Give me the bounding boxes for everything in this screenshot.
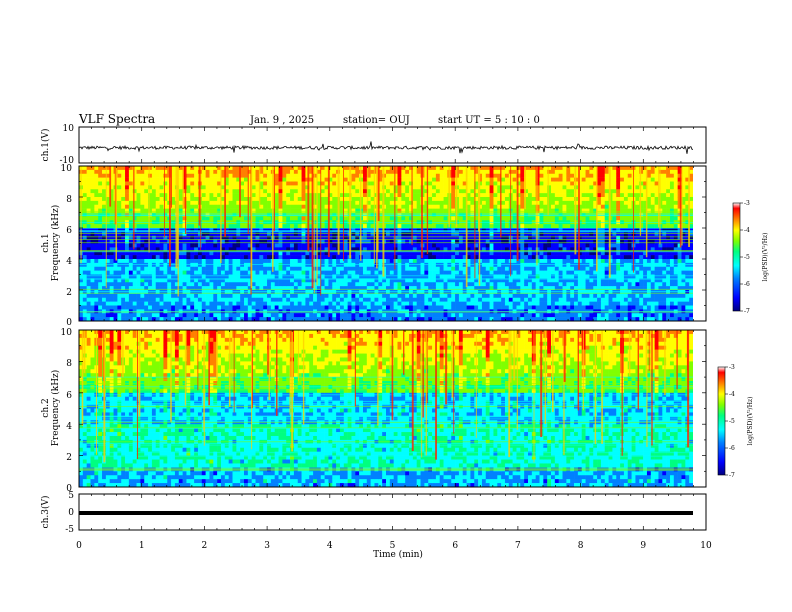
ch2-spectrogram-yticks: 10 8 6 4 2 0 xyxy=(61,328,73,494)
x-tick-label: 3 xyxy=(264,541,270,551)
ch1-waveform-frame xyxy=(78,126,707,164)
ch1-colorbar-label: log(PSD)(V²/Hz) xyxy=(762,233,769,282)
x-axis-label: Time (min) xyxy=(373,549,423,560)
x-tick-label: 2 xyxy=(202,541,208,551)
ch1-spectrogram-panel: 10 8 6 4 2 0 ch.1 Frequency (kHz) xyxy=(41,164,707,328)
ch1-colorbar-gradient xyxy=(732,202,741,312)
x-tick-label: 1 xyxy=(139,541,145,551)
ch2-freq-tick-10: 10 xyxy=(61,328,73,338)
ch2-ylabel-frequency: Frequency (kHz) xyxy=(50,370,61,447)
x-tick-label: 0 xyxy=(76,541,82,551)
ch1-freq-tick-2: 2 xyxy=(66,288,72,298)
colorbar-tick-label: -4 xyxy=(744,227,750,234)
ch1-waveform-panel: 10 -10 ch.1(V) xyxy=(40,124,707,166)
ch1-freq-tick-4: 4 xyxy=(66,257,72,267)
colorbar-tick-label: -7 xyxy=(744,308,750,315)
ch1-spectrogram-image xyxy=(79,166,693,321)
ch1-waveform-line xyxy=(78,141,693,154)
ch2-colorbar-label: log(PSD)(V²/Hz) xyxy=(747,397,754,446)
date-label: Jan. 9 , 2025 xyxy=(249,115,314,126)
ch1-spectrogram-yticks: 10 8 6 4 2 0 xyxy=(61,164,73,328)
colorbar-tick-label: -5 xyxy=(744,254,750,261)
start-time-label: start UT = 5 : 10 : 0 xyxy=(438,115,540,126)
colorbar-tick-label: -5 xyxy=(729,418,735,425)
ch1-freq-tick-6: 6 xyxy=(66,226,72,236)
ch2-colorbar: -3 -4 -5 -6 -7 log(PSD)(V²/Hz) xyxy=(717,364,754,479)
x-tick-label: 7 xyxy=(515,541,521,551)
x-tick-label: 10 xyxy=(700,541,712,551)
ch2-spectrogram-image xyxy=(79,330,693,487)
figure-title: VLF Spectra xyxy=(78,112,155,126)
x-tick-label: 5 xyxy=(390,541,396,551)
station-label: station= OUJ xyxy=(343,115,410,126)
ch2-freq-tick-4: 4 xyxy=(66,422,72,432)
ch2-freq-tick-0: 0 xyxy=(66,484,72,494)
colorbar-tick-label: -6 xyxy=(744,281,750,288)
colorbar-tick-label: -6 xyxy=(729,445,735,452)
ch3-ylabel: ch.3(V) xyxy=(40,496,51,529)
colorbar-tick-label: -4 xyxy=(729,391,735,398)
ch2-freq-tick-2: 2 xyxy=(66,453,72,463)
ch2-spectrogram-panel: 10 8 6 4 2 0 ch.2 Frequency (kHz) xyxy=(41,328,707,494)
ch1-freq-tick-10: 10 xyxy=(61,164,73,174)
ch1-ytick-top: 10 xyxy=(63,124,75,134)
ch2-ylabel-channel: ch.2 xyxy=(41,398,51,417)
colorbar-tick-label: -3 xyxy=(729,364,735,371)
colorbar-tick-label: -7 xyxy=(729,472,735,479)
ch1-ylabel: ch.1(V) xyxy=(40,129,51,162)
ch3-signal-band xyxy=(79,511,693,515)
colorbar-tick-label: -3 xyxy=(744,200,750,207)
x-tick-label: 9 xyxy=(640,541,646,551)
ch1-colorbar: -3 -4 -5 -6 -7 log(PSD)(V²/Hz) xyxy=(732,200,769,315)
ch2-freq-tick-8: 8 xyxy=(66,359,72,369)
ch2-freq-tick-6: 6 xyxy=(66,391,72,401)
x-tick-label: 8 xyxy=(578,541,584,551)
ch1-ytick-bottom: -10 xyxy=(60,156,75,166)
ch3-ytick-zero: 0 xyxy=(68,508,74,518)
ch1-ylabel-channel: ch.1 xyxy=(41,233,51,252)
ch2-colorbar-gradient xyxy=(717,366,726,476)
x-tick-label: 4 xyxy=(327,541,333,551)
ch1-freq-tick-8: 8 xyxy=(66,195,72,205)
ch3-ytick-bottom: -5 xyxy=(65,525,74,535)
ch3-waveform-panel: 5 0 -5 ch.3(V) xyxy=(40,491,707,535)
x-tick-label: 6 xyxy=(452,541,458,551)
ch1-ylabel-frequency: Frequency (kHz) xyxy=(50,205,61,282)
ch1-freq-tick-0: 0 xyxy=(66,318,72,328)
axis-tick-marks xyxy=(78,127,707,530)
ch3-ytick-top: 5 xyxy=(68,491,74,501)
x-axis-tick-labels: 0 1 2 3 4 5 6 7 8 9 10 xyxy=(76,541,712,551)
